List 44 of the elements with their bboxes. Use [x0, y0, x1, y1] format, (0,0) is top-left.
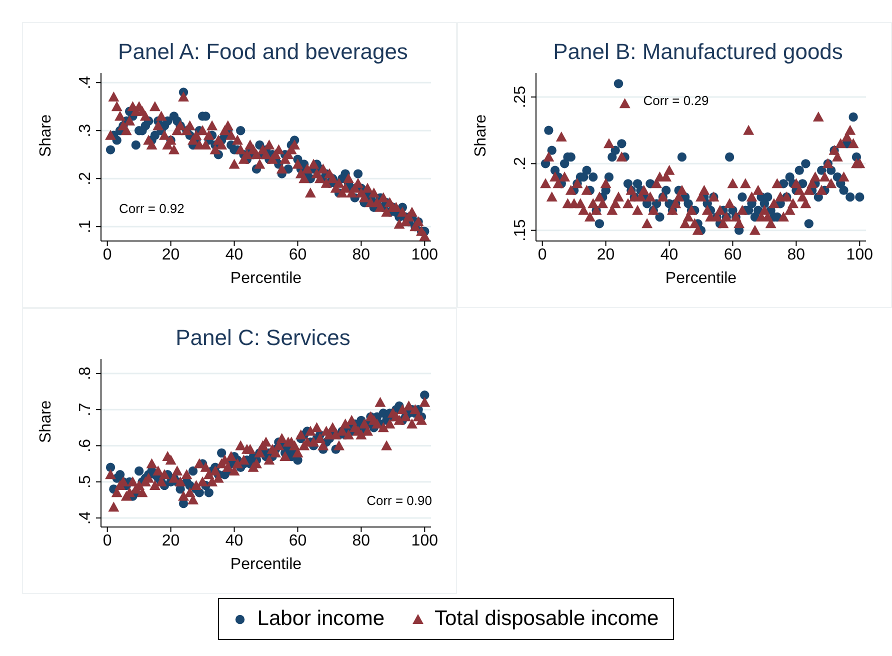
x-tick-label: 80	[787, 246, 806, 264]
y-tick-label: .15	[512, 219, 529, 242]
y-tick-label: .5	[77, 475, 94, 489]
x-tick-label: 100	[411, 532, 438, 550]
y-tick-label: .25	[512, 86, 529, 108]
x-tick-label: 60	[724, 246, 742, 264]
x-tick-label: 40	[225, 246, 244, 264]
x-tick-label: 0	[538, 246, 547, 264]
legend-label: Labor income	[257, 607, 385, 631]
x-axis-title: Percentile	[230, 556, 302, 573]
x-tick-label: 20	[162, 246, 180, 264]
x-tick-label: 100	[846, 246, 874, 264]
x-tick-label: 80	[352, 246, 370, 264]
y-tick-label: .4	[77, 511, 94, 525]
x-tick-label: 20	[596, 246, 615, 264]
chart-title: Panel C: Services	[174, 325, 352, 351]
y-axis-title: Share	[38, 114, 55, 157]
y-tick-label: .1	[77, 220, 94, 234]
y-tick-label: .6	[77, 438, 94, 452]
x-tick-label: 80	[352, 532, 370, 550]
x-tick-label: 100	[411, 246, 438, 264]
x-tick-label: 40	[225, 532, 244, 550]
x-tick-label: 60	[288, 246, 307, 264]
y-tick-label: .3	[77, 124, 94, 138]
x-tick-label: 20	[162, 532, 180, 550]
y-tick-label: .4	[77, 76, 94, 90]
y-tick-label: .2	[512, 156, 529, 170]
chart-title: Panel B: Manufactured goods	[552, 39, 844, 65]
annotation: Corr = 0.92	[119, 201, 184, 216]
x-tick-label: 0	[102, 246, 112, 264]
x-tick-label: 40	[660, 246, 678, 264]
chart-title: Panel A: Food and beverages	[117, 39, 409, 65]
annotation: Corr = 0.90	[366, 493, 432, 508]
y-tick-label: .8	[77, 366, 94, 380]
y-tick-label: .7	[77, 402, 94, 416]
y-tick-label: .2	[77, 172, 94, 186]
x-tick-label: 0	[102, 532, 112, 550]
legend-label: Total disposable income	[434, 607, 659, 631]
x-tick-label: 60	[288, 532, 307, 550]
x-axis-title: Percentile	[665, 270, 737, 287]
y-axis-title: Share	[472, 114, 490, 157]
y-axis-title: Share	[38, 400, 55, 443]
annotation: Corr = 0.29	[643, 93, 709, 108]
x-axis-title: Percentile	[230, 270, 302, 287]
